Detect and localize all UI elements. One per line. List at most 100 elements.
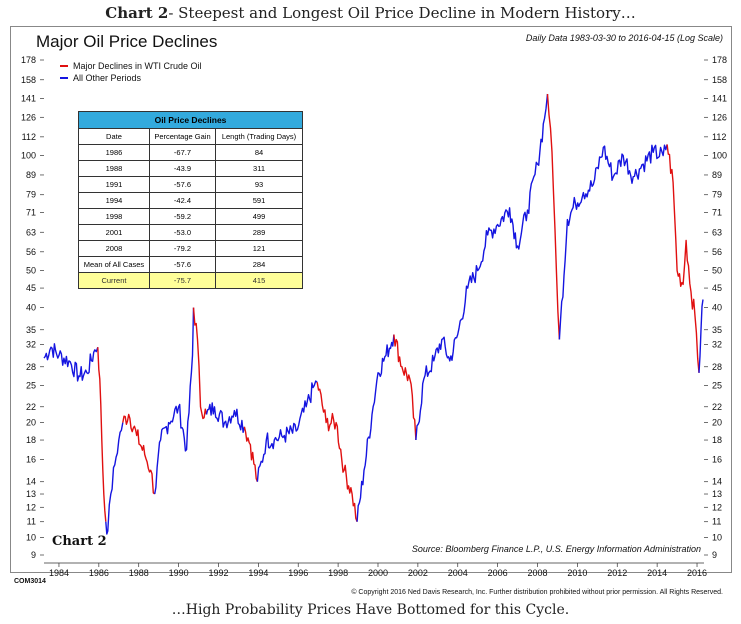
legend-item-other: All Other Periods (60, 72, 202, 84)
y-tick-label-right: 63 (712, 227, 722, 237)
table-cell: -43.9 (148, 160, 217, 177)
y-tick-label-left: 56 (26, 247, 36, 257)
footer-caption: …High Probability Prices Have Bottomed f… (171, 602, 570, 618)
table-cell: 415 (215, 272, 303, 289)
y-tick-label-right: 10 (712, 533, 722, 543)
y-tick-label-right: 12 (712, 502, 722, 512)
x-tick-label: 2012 (607, 568, 627, 578)
y-tick-label-right: 158 (712, 75, 727, 85)
decline-series-line (243, 426, 259, 482)
decline-series-line (97, 347, 107, 522)
source-note: Source: Bloomberg Finance L.P., U.S. Ene… (411, 544, 701, 554)
x-tick-label: 2002 (408, 568, 428, 578)
y-tick-label-right: 126 (712, 112, 727, 122)
heading-bold: Chart 2 (105, 4, 169, 22)
x-tick-label: 2016 (687, 568, 707, 578)
table-cell: -57.6 (148, 256, 217, 273)
x-tick-label: 1990 (169, 568, 189, 578)
heading-rest: - Steepest and Longest Oil Price Decline… (168, 4, 636, 22)
table-header: Percentage Gain (148, 128, 217, 145)
table-cell: 2001 (78, 224, 150, 241)
y-tick-label-left: 126 (21, 112, 36, 122)
other-series-line (256, 380, 318, 482)
y-tick-label-right: 20 (712, 418, 722, 428)
table-cell: 289 (215, 224, 303, 241)
y-tick-label-right: 50 (712, 266, 722, 276)
chart-code: COM3014 (14, 578, 46, 585)
other-series-line (154, 307, 195, 495)
decline-series-line (316, 382, 358, 522)
legend-item-decline: Major Declines in WTI Crude Oil (60, 60, 202, 72)
x-tick-label: 2014 (647, 568, 667, 578)
table-cell: -57.6 (148, 176, 217, 193)
y-tick-label-left: 22 (26, 402, 36, 412)
x-tick-label: 2000 (368, 568, 388, 578)
y-tick-label-left: 71 (26, 207, 36, 217)
legend-label-other: All Other Periods (73, 73, 142, 83)
y-tick-label-right: 40 (712, 303, 722, 313)
x-tick-label: 2008 (527, 568, 547, 578)
copyright: © Copyright 2016 Ned Davis Research, Inc… (351, 589, 723, 596)
y-tick-label-left: 158 (21, 75, 36, 85)
y-tick-label-left: 35 (26, 325, 36, 335)
y-tick-label-right: 18 (712, 435, 722, 445)
other-series-line (356, 334, 395, 522)
x-axis: 1984 1986 1988 1990 1992 1994 1996 1998 2000 2002… (44, 562, 707, 578)
x-tick-label: 2006 (488, 568, 508, 578)
table-cell: 499 (215, 208, 303, 225)
table-cell: -53.0 (148, 224, 217, 241)
y-tick-label-right: 112 (712, 132, 726, 142)
table-cell: -79.2 (148, 240, 217, 257)
y-tick-label-left: 112 (22, 132, 36, 142)
y-tick-label-right: 9 (712, 550, 717, 560)
other-series-line (698, 299, 704, 373)
table-row: 1988 -43.9 311 (78, 160, 303, 177)
other-series-line (105, 422, 124, 535)
y-tick-label-right: 89 (712, 170, 722, 180)
y-tick-label-right: 25 (712, 381, 722, 391)
y-tick-label-left: 40 (26, 303, 36, 313)
y-tick-label-right: 13 (712, 489, 722, 499)
table-row: 1986 -67.7 84 (78, 144, 303, 161)
y-tick-label-right: 178 (712, 55, 727, 65)
table-cell: Mean of All Cases (78, 256, 150, 273)
y-tick-label-left: 63 (26, 227, 36, 237)
chart-subtitle: Daily Data 1983-03-30 to 2016-04-15 (Log… (525, 33, 723, 43)
y-tick-label-left: 32 (26, 340, 36, 350)
y-tick-label-left: 18 (26, 435, 36, 445)
y-tick-label-right: 22 (712, 402, 722, 412)
table-cell: 2008 (78, 240, 150, 257)
y-tick-label-left: 178 (21, 55, 36, 65)
y-tick-label-left: 12 (26, 502, 36, 512)
y-tick-label-right: 28 (712, 362, 722, 372)
x-tick-label: 2004 (448, 568, 468, 578)
y-tick-label-left: 79 (26, 190, 36, 200)
table-cell: -75.7 (148, 272, 217, 289)
table-title: Oil Price Declines (78, 111, 303, 129)
table-row: 1991 -57.6 93 (78, 176, 303, 193)
table-cell: 1986 (78, 144, 150, 161)
y-tick-label-right: 35 (712, 325, 722, 335)
table-cell: 121 (215, 240, 303, 257)
decline-series-line (393, 334, 417, 441)
x-tick-label: 2010 (567, 568, 587, 578)
declines-table: Oil Price Declines Date Percentage Gain … (78, 111, 303, 289)
legend-swatch-decline (60, 65, 68, 67)
table-row: 2008 -79.2 121 (78, 240, 303, 257)
y-tick-label-right: 14 (712, 477, 722, 487)
y-tick-label-left: 16 (26, 455, 36, 465)
x-tick-label: 1992 (208, 568, 228, 578)
y-tick-label-left: 9 (31, 550, 36, 560)
table-cell: 1994 (78, 192, 150, 209)
y-tick-label-left: 141 (21, 94, 36, 104)
x-tick-label: 1986 (89, 568, 109, 578)
other-series-line (205, 402, 246, 433)
y-tick-label-right: 71 (712, 207, 722, 217)
x-tick-label: 1998 (328, 568, 348, 578)
page-heading: Chart 2- Steepest and Longest Oil Price … (0, 4, 741, 22)
table-row: 1998 -59.2 499 (78, 208, 303, 225)
table-cell: 84 (215, 144, 303, 161)
table-cell: -67.7 (148, 144, 217, 161)
y-tick-label-right: 32 (712, 340, 722, 350)
